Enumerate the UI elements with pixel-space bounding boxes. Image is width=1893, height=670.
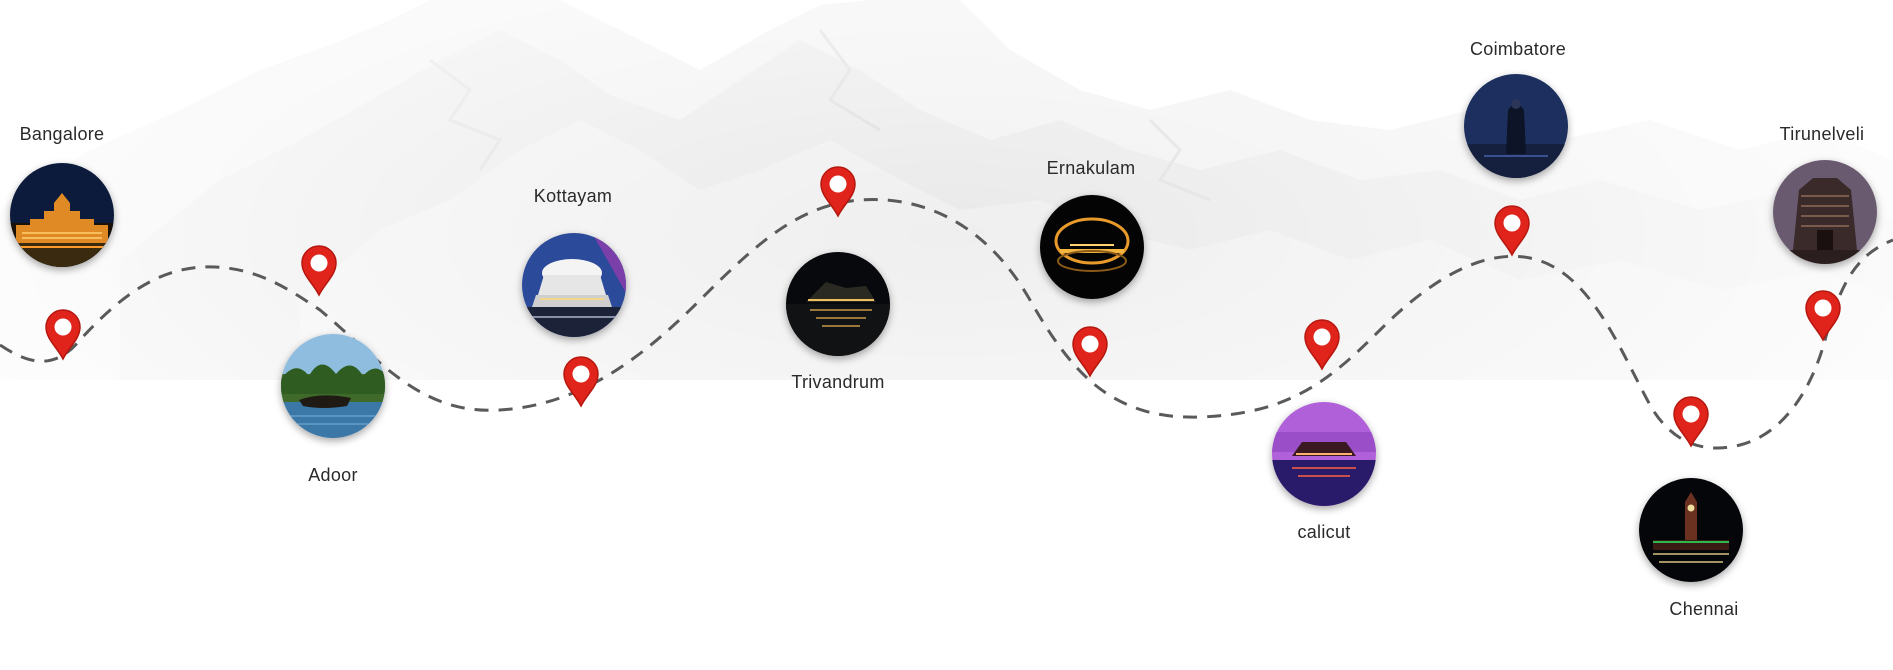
location-pin-icon[interactable] bbox=[1070, 326, 1110, 378]
location-pin-icon[interactable] bbox=[818, 166, 858, 218]
location-pin-icon[interactable] bbox=[1803, 290, 1843, 342]
stop-tirunelveli: Tirunelveli bbox=[0, 0, 1877, 342]
location-pin-icon[interactable] bbox=[1302, 319, 1342, 371]
location-pin-icon[interactable] bbox=[561, 356, 601, 408]
city-photo[interactable] bbox=[1773, 160, 1877, 264]
city-photo[interactable] bbox=[1040, 195, 1144, 299]
stop-ernakulam: Ernakulam bbox=[0, 0, 1144, 378]
city-label: Kottayam bbox=[533, 186, 613, 206]
city-photo[interactable] bbox=[10, 163, 114, 267]
city-photo[interactable] bbox=[1272, 402, 1376, 506]
city-photo[interactable] bbox=[1639, 478, 1743, 582]
location-pin-icon[interactable] bbox=[299, 245, 339, 297]
stop-chennai: Chennai bbox=[0, 0, 1743, 619]
city-photo[interactable] bbox=[522, 233, 626, 337]
location-pin-icon[interactable] bbox=[1671, 396, 1711, 448]
city-label: calicut bbox=[1297, 522, 1351, 542]
route-path bbox=[0, 198, 1893, 450]
city-label: Tirunelveli bbox=[1779, 124, 1865, 144]
stop-trivandrum: Trivandrum bbox=[0, 0, 890, 392]
location-pin-icon[interactable] bbox=[1492, 205, 1532, 257]
city-label: Bangalore bbox=[19, 124, 105, 144]
location-pin-icon[interactable] bbox=[43, 309, 83, 361]
city-photo[interactable] bbox=[281, 334, 385, 438]
city-label: Chennai bbox=[1669, 599, 1739, 619]
city-photo[interactable] bbox=[1464, 74, 1568, 178]
city-label: Ernakulam bbox=[1046, 158, 1136, 178]
city-label: Adoor bbox=[308, 465, 358, 485]
city-photo[interactable] bbox=[786, 252, 890, 356]
city-label: Coimbatore bbox=[1469, 39, 1567, 59]
city-label: Trivandrum bbox=[791, 372, 885, 392]
